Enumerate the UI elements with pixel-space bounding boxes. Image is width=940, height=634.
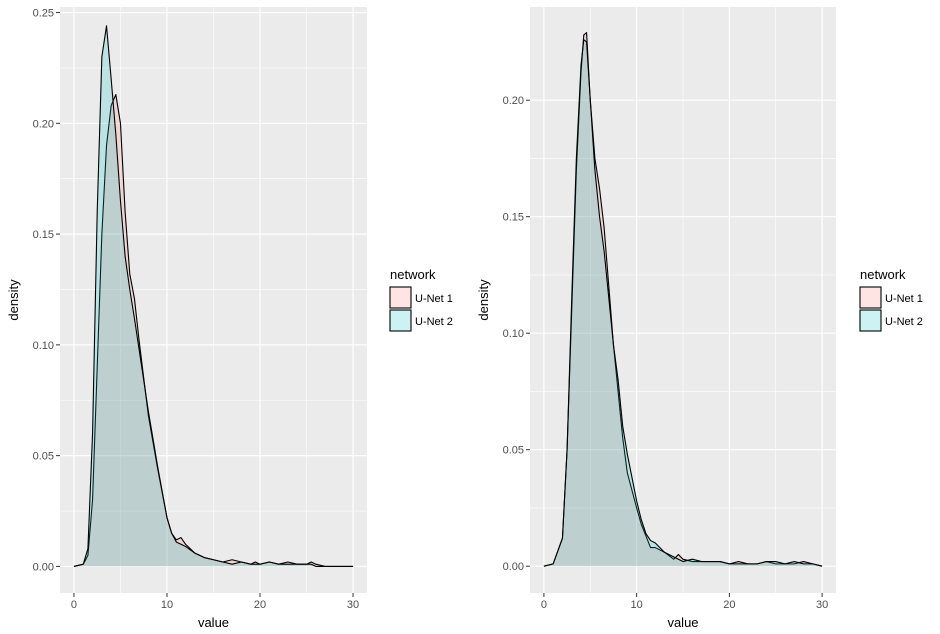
panel-1-legend-key-bg bbox=[390, 287, 411, 308]
panel-2-legend-key-bg bbox=[860, 310, 881, 331]
panel-2-x-tick-label: 20 bbox=[723, 599, 735, 611]
panel-1-density-line-2 bbox=[73, 25, 354, 567]
panel-2-density-area-2 bbox=[543, 39, 823, 567]
panel-2-legend: network U-Net 1 U-Net 2 bbox=[859, 267, 923, 332]
panel-2-y-tick-label: 0.05 bbox=[503, 445, 524, 457]
panel-1-density-area-2 bbox=[73, 25, 354, 567]
panel-2-y-axis-title: density bbox=[476, 279, 491, 321]
panel-1-y-tick-label: 0.05 bbox=[33, 451, 54, 463]
panel-1-legend-key-bg bbox=[390, 310, 411, 331]
panel-1-legend-label-2: U-Net 2 bbox=[415, 316, 453, 328]
panel-1-legend-key-1 bbox=[389, 286, 412, 309]
panel-2-x-tick-label: 30 bbox=[816, 599, 828, 611]
panel-2-legend-label-1: U-Net 1 bbox=[885, 293, 923, 305]
panel-1-legend: network U-Net 1 U-Net 2 bbox=[389, 267, 453, 332]
panel-2-x-tick-label: 0 bbox=[541, 599, 547, 611]
panel-2-density-area-1 bbox=[543, 32, 823, 567]
panel-2: 0 10 20 30 0.00 0.05 0.10 0.15 0.20 value density n… bbox=[476, 7, 923, 630]
panel-2-y-tick-label: 0.20 bbox=[503, 95, 524, 107]
panel-2-y-tick-label: 0.15 bbox=[503, 212, 524, 224]
panel-2-y-tick-label: 0.10 bbox=[503, 328, 524, 340]
panel-2-legend-key-bg bbox=[860, 287, 881, 308]
panel-1-legend-label-1: U-Net 1 bbox=[415, 293, 453, 305]
panel-1-y-tick-label: 0.15 bbox=[33, 229, 54, 241]
panel-1-x-axis-title: value bbox=[198, 615, 229, 630]
panel-2-x-tick-label: 10 bbox=[631, 599, 643, 611]
panel-2-legend-label-2: U-Net 2 bbox=[885, 316, 923, 328]
panel-1-y-tick-label: 0.20 bbox=[33, 118, 54, 130]
panel-1-y-tick-label: 0.10 bbox=[33, 340, 54, 352]
panel-1-legend-title: network bbox=[390, 267, 436, 282]
panel-1-density-area-1 bbox=[73, 94, 354, 567]
panel-2-y-tick-label: 0.00 bbox=[503, 561, 524, 573]
panel-1-y-tick-label: 0.25 bbox=[33, 8, 54, 20]
panel-2-x-axis-title: value bbox=[667, 615, 698, 630]
panel-2-legend-title: network bbox=[860, 267, 906, 282]
panel-2-legend-key-1 bbox=[859, 286, 882, 309]
panel-1: 0 10 20 30 0.00 0.05 0.10 0.15 0.20 0.25 value dens… bbox=[6, 7, 453, 630]
panel-1-x-tick-label: 0 bbox=[71, 599, 77, 611]
panel-2-density-line-2 bbox=[543, 39, 823, 567]
panel-2-legend-key-2 bbox=[859, 309, 882, 332]
panel-1-y-axis-title: density bbox=[6, 279, 21, 321]
panel-1-x-tick-label: 10 bbox=[161, 599, 173, 611]
panel-1-legend-key-2 bbox=[389, 309, 412, 332]
panel-1-y-tick-label: 0.00 bbox=[33, 561, 54, 573]
panel-1-x-tick-label: 30 bbox=[347, 599, 359, 611]
panel-1-x-tick-label: 20 bbox=[254, 599, 266, 611]
